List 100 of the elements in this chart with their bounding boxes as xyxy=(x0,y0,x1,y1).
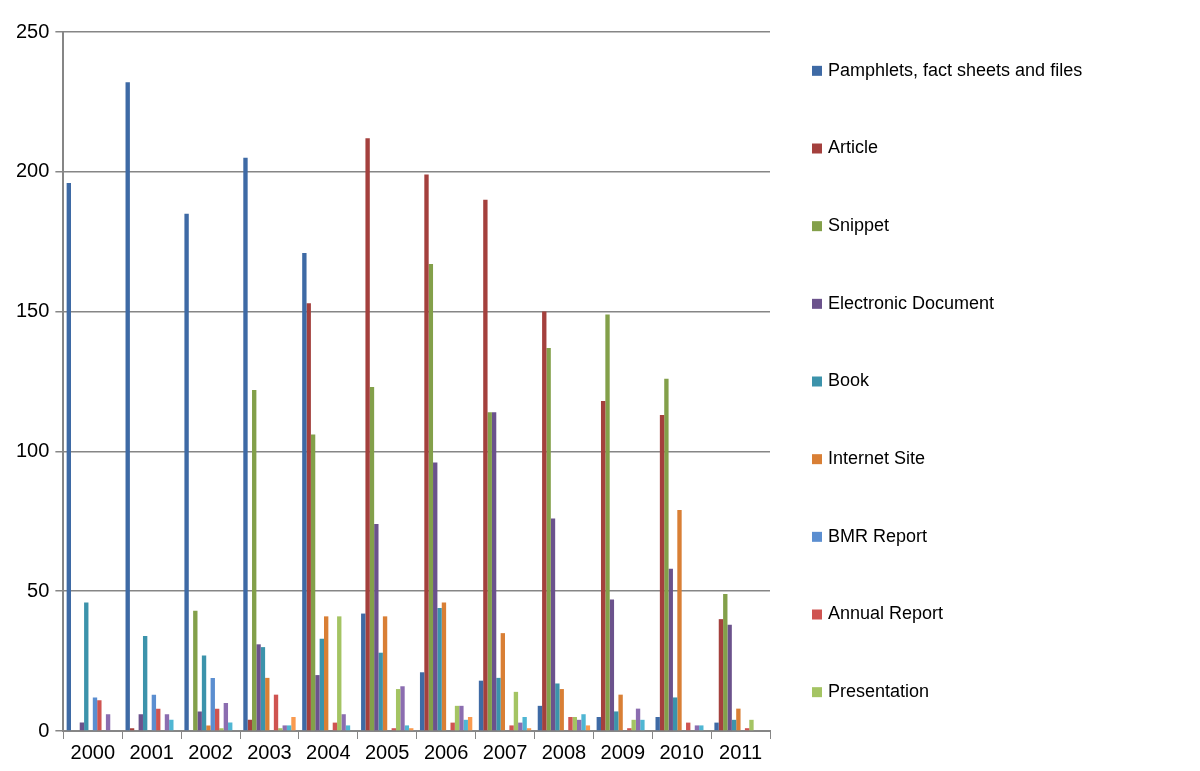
x-tick-label: 2007 xyxy=(482,740,528,763)
bar xyxy=(151,694,157,731)
bar xyxy=(219,728,224,731)
bar xyxy=(97,700,102,731)
bar xyxy=(404,725,410,731)
bar xyxy=(310,434,316,731)
bar xyxy=(265,677,270,731)
x-tick-label: 2006 xyxy=(423,740,469,763)
x-tick-label: 2011 xyxy=(719,740,763,763)
bar xyxy=(699,725,704,731)
bar xyxy=(291,717,296,731)
bar xyxy=(542,311,547,731)
x-tick-label: 2001 xyxy=(129,740,174,763)
bar xyxy=(559,689,564,731)
bar xyxy=(718,619,724,731)
bar xyxy=(450,722,455,731)
bar xyxy=(714,722,719,731)
x-tick-label: 2000 xyxy=(70,740,116,763)
bar xyxy=(627,728,632,731)
x-tick-label: 2010 xyxy=(659,740,704,763)
bar xyxy=(206,725,211,731)
bar xyxy=(337,616,342,731)
bar xyxy=(286,725,292,731)
bar xyxy=(419,672,425,731)
bar xyxy=(273,694,279,731)
bar xyxy=(374,524,379,731)
y-tick-label: 250 xyxy=(15,19,50,42)
y-tick-label: 50 xyxy=(27,578,50,601)
legend-label: Presentation xyxy=(828,681,930,702)
bar xyxy=(400,686,405,731)
bar xyxy=(664,378,669,731)
legend-label: Internet Site xyxy=(828,448,926,469)
bar xyxy=(243,157,248,731)
bar xyxy=(105,714,111,731)
bar xyxy=(537,705,543,731)
bar xyxy=(323,616,329,731)
y-tick-label: 0 xyxy=(38,718,50,741)
bar xyxy=(491,412,497,731)
bar xyxy=(677,510,682,731)
x-tick-label: 2002 xyxy=(188,740,233,763)
bar xyxy=(500,633,506,731)
bar xyxy=(459,705,464,731)
bar xyxy=(749,719,754,731)
bar xyxy=(694,725,700,731)
bar xyxy=(581,714,586,731)
bar xyxy=(382,616,388,731)
legend-label: Article xyxy=(828,137,879,158)
bar xyxy=(210,677,215,731)
bar xyxy=(655,717,660,731)
bar xyxy=(66,182,71,731)
bar xyxy=(378,652,383,731)
bar xyxy=(496,677,501,731)
legend-label: Snippet xyxy=(828,215,890,236)
legend-label: BMR Report xyxy=(828,525,928,546)
x-tick-label: 2003 xyxy=(247,740,292,763)
x-tick-label: 2009 xyxy=(600,740,646,763)
bar xyxy=(138,714,143,731)
bar xyxy=(125,82,130,731)
y-tick-label: 200 xyxy=(15,159,50,182)
legend-label: Annual Report xyxy=(828,603,944,624)
bar xyxy=(618,694,623,731)
legend-label: Book xyxy=(828,370,871,391)
bar xyxy=(483,199,488,731)
bar xyxy=(727,624,732,731)
bar xyxy=(164,714,170,731)
bar xyxy=(467,717,473,731)
y-tick-label: 150 xyxy=(15,299,50,322)
bar xyxy=(596,717,601,731)
bar xyxy=(84,602,89,731)
bar xyxy=(478,680,484,731)
legend-label: Electronic Document xyxy=(828,292,995,313)
bar xyxy=(441,602,447,731)
bar xyxy=(306,303,311,731)
bar xyxy=(201,655,207,731)
bar xyxy=(365,138,370,731)
bar xyxy=(193,610,198,731)
bar xyxy=(341,714,346,731)
bar xyxy=(345,725,351,731)
bar xyxy=(568,717,573,731)
bar xyxy=(546,347,551,731)
bar xyxy=(609,599,615,731)
bar xyxy=(672,697,678,731)
bar xyxy=(614,711,619,731)
bar xyxy=(433,462,438,731)
bar xyxy=(184,213,189,731)
bar xyxy=(92,697,98,731)
bar xyxy=(361,613,366,731)
bar xyxy=(668,568,673,731)
bar xyxy=(256,644,261,731)
bar xyxy=(260,647,266,731)
bar xyxy=(319,638,324,731)
bar xyxy=(454,705,460,731)
bar xyxy=(395,689,401,731)
bar xyxy=(437,607,442,731)
bar xyxy=(428,264,434,731)
bar xyxy=(169,719,174,731)
bar xyxy=(605,314,610,731)
bar xyxy=(736,708,741,731)
bar xyxy=(659,415,665,731)
bar xyxy=(513,691,519,731)
